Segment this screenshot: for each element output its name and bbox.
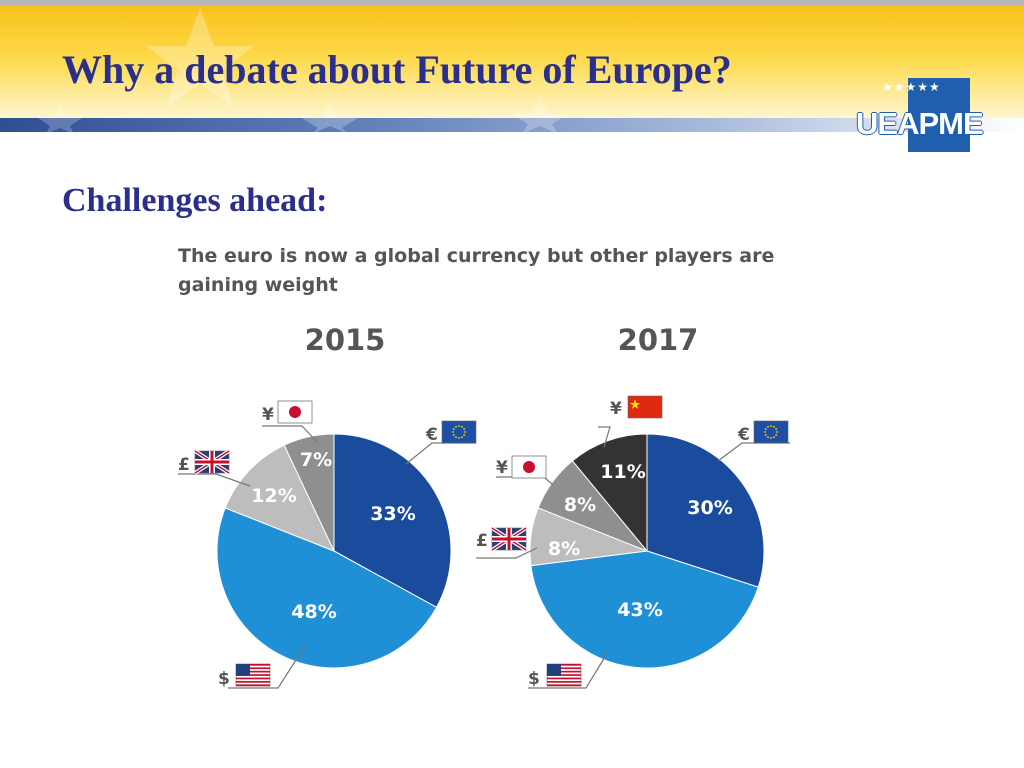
leader-line — [178, 473, 251, 487]
leader-line — [598, 426, 611, 448]
us-flag-icon — [546, 663, 582, 687]
japan-flag-icon — [511, 455, 547, 479]
currency-symbol: £ — [476, 531, 488, 551]
header-blue-stripe — [0, 118, 1024, 132]
currency-symbol: $ — [218, 669, 230, 689]
slice-value-label: 7% — [300, 449, 332, 471]
leader-line — [476, 547, 538, 559]
slice-value-label: 11% — [600, 461, 645, 483]
slice-value-label: 43% — [617, 599, 662, 621]
leader-line — [528, 651, 609, 689]
currency-symbol: € — [425, 425, 438, 445]
eu-flag-icon — [753, 420, 789, 444]
eu-flag-icon — [441, 420, 477, 444]
chart-caption: The euro is now a global currency but ot… — [178, 245, 775, 296]
china-flag-icon — [627, 395, 663, 419]
us-flag-icon — [235, 663, 271, 687]
logo-stars-icon: ★★★★★ — [882, 80, 941, 94]
currency-symbol: € — [737, 425, 750, 445]
header-banner: Why a debate about Future of Europe? — [0, 0, 1024, 132]
pie-chart-2015: 2015 33% €48% $12% £ 7% ¥ — [178, 323, 477, 689]
pie-chart-2017: 2017 30% €43% $8% £8% ¥ 11% ¥ — [476, 323, 790, 689]
pie-slice — [571, 433, 648, 553]
logo-blue-box — [908, 78, 970, 152]
header-yellow-band — [0, 6, 1024, 118]
pie-slice — [216, 507, 438, 669]
currency-symbol: ¥ — [610, 399, 622, 419]
slice-value-label: 12% — [251, 485, 296, 507]
currency-symbol: ¥ — [262, 405, 274, 425]
logo-text: UEAPME — [856, 106, 984, 141]
header-star-decoration — [38, 8, 568, 132]
slice-value-label: 8% — [548, 538, 580, 560]
japan-flag-icon — [277, 400, 313, 424]
page-title: Why a debate about Future of Europe? — [62, 47, 732, 92]
pie-slice — [224, 444, 335, 552]
pie-slice — [333, 433, 452, 609]
currency-symbol: £ — [178, 455, 190, 475]
chart-title: 2017 — [618, 323, 699, 357]
uk-flag-icon — [490, 526, 528, 552]
header-top-bar — [0, 0, 1024, 6]
leader-line — [262, 425, 319, 444]
pie-slice — [283, 433, 335, 552]
leader-line — [405, 442, 476, 465]
leader-line — [717, 442, 790, 462]
slice-value-label: 30% — [687, 497, 732, 519]
slice-value-label: 48% — [291, 601, 336, 623]
pie-slice — [646, 433, 765, 588]
chart-title: 2015 — [305, 323, 386, 357]
pie-slice — [530, 550, 759, 669]
slice-value-label: 33% — [370, 503, 415, 525]
leader-line — [228, 645, 306, 689]
currency-symbol: ¥ — [496, 458, 508, 478]
subtitle: Challenges ahead: — [62, 182, 328, 219]
uk-flag-icon — [193, 449, 231, 475]
ueapme-logo: ★★★★★ UEAPME — [852, 78, 984, 152]
slice-value-label: 8% — [564, 494, 596, 516]
currency-symbol: $ — [528, 669, 540, 689]
